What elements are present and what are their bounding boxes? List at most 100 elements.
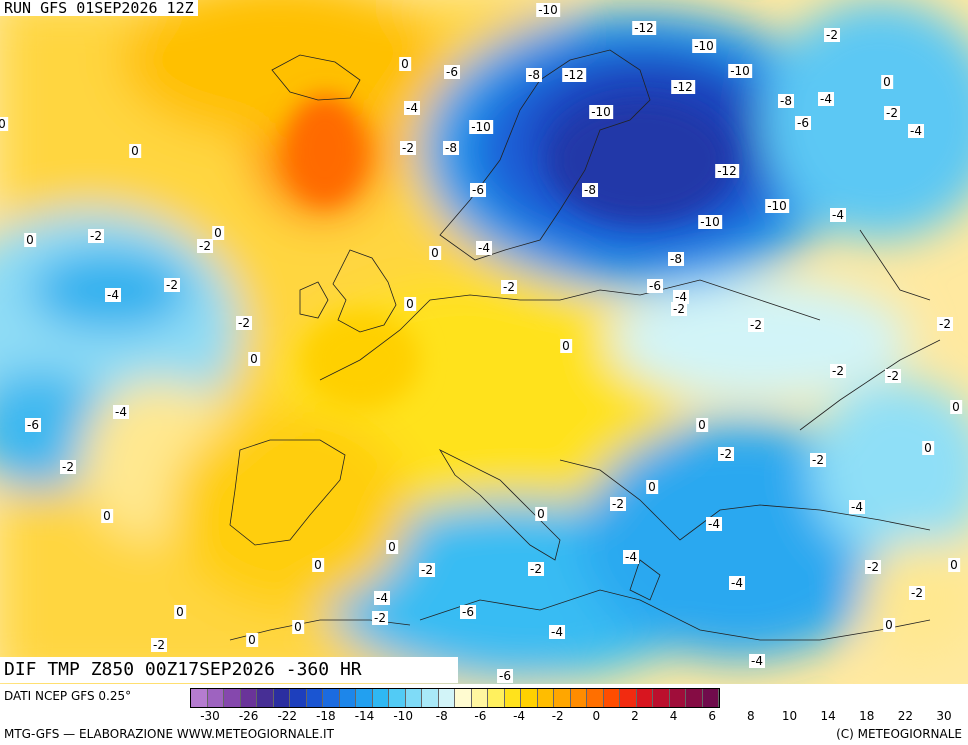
colorbar-tick-label: -30: [200, 709, 220, 723]
colorbar-swatch: [636, 689, 653, 707]
colorbar-swatch: [488, 689, 505, 707]
contour-label: -2: [372, 611, 388, 625]
colorbar-swatch: [504, 689, 521, 707]
contour-label: -8: [778, 94, 794, 108]
colorbar-tick-label: 0: [592, 709, 601, 723]
contour-label: -2: [937, 317, 953, 331]
colorbar-swatch: [389, 689, 406, 707]
colorbar-swatch: [653, 689, 670, 707]
contour-label: -10: [728, 64, 752, 78]
contour-label: 0: [560, 339, 572, 353]
colorbar-tick-label: -10: [393, 709, 413, 723]
colorbar-tick-label: 4: [669, 709, 678, 723]
colorbar-swatch: [405, 689, 422, 707]
contour-label: 0: [292, 620, 304, 634]
contour-label: -2: [671, 302, 687, 316]
data-source: DATI NCEP GFS 0.25°: [4, 689, 132, 703]
contour-label: -6: [647, 279, 663, 293]
contour-label: -6: [470, 183, 486, 197]
contour-label: -2: [60, 460, 76, 474]
contour-label: -2: [164, 278, 180, 292]
colorbar-swatch: [587, 689, 604, 707]
contour-label: -4: [549, 625, 565, 639]
colorbar-swatch: [521, 689, 538, 707]
contour-label: -4: [673, 290, 689, 304]
contour-label: -4: [623, 550, 639, 564]
contour-label: -4: [818, 92, 834, 106]
contour-label: 0: [948, 558, 960, 572]
run-title: RUN GFS 01SEP2026 12Z: [0, 0, 198, 16]
contour-label: 0: [535, 507, 547, 521]
colorbar-swatch: [537, 689, 554, 707]
contour-label: 0: [246, 633, 258, 647]
colorbar-tick-label: 6: [708, 709, 717, 723]
contour-label: 0: [174, 605, 186, 619]
contour-label: -2: [909, 586, 925, 600]
contour-label: -2: [236, 316, 252, 330]
contour-label: -10: [698, 215, 722, 229]
colorbar-swatch: [240, 689, 257, 707]
colorbar-swatch: [471, 689, 488, 707]
contour-label: -8: [582, 183, 598, 197]
colorbar-tick-label: -22: [277, 709, 298, 723]
colorbar-swatch: [273, 689, 290, 707]
contour-label: -6: [460, 605, 476, 619]
colorbar-swatch: [356, 689, 373, 707]
contour-label: 0: [312, 558, 324, 572]
contour-label: -6: [444, 65, 460, 79]
elaboration-credit: MTG-GFS — ELABORAZIONE WWW.METEOGIORNALE…: [4, 727, 334, 741]
contour-label: -4: [105, 288, 121, 302]
contour-label: -2: [528, 562, 544, 576]
contour-label: -4: [849, 500, 865, 514]
colorbar-swatch: [191, 689, 208, 707]
colorbar-tick-label: -18: [316, 709, 336, 723]
contour-label: -2: [197, 239, 213, 253]
colorbar-swatch: [224, 689, 241, 707]
colorbar-swatch: [570, 689, 587, 707]
contour-label: -2: [824, 28, 840, 42]
colorbar-tick-label: -6: [474, 709, 487, 723]
contour-label: -2: [501, 280, 517, 294]
contour-label: -2: [151, 638, 167, 652]
contour-label: -12: [671, 80, 695, 94]
colorbar-swatch: [702, 689, 719, 707]
colorbar-tick-label: 22: [897, 709, 913, 723]
contour-label: -2: [885, 369, 901, 383]
colorbar-swatch: [669, 689, 686, 707]
contour-label: -2: [810, 453, 826, 467]
temperature-anomaly-map: [0, 0, 968, 684]
contour-label: -4: [113, 405, 129, 419]
product-title: DIF TMP Z850 00Z17SEP2026 -360 HR: [0, 657, 458, 683]
contour-label: 0: [399, 57, 411, 71]
contour-label: 0: [696, 418, 708, 432]
colorbar-swatch: [306, 689, 323, 707]
colorbar-swatch: [323, 689, 340, 707]
colorbar-swatch: [257, 689, 274, 707]
contour-label: -4: [404, 101, 420, 115]
contour-label: -8: [443, 141, 459, 155]
contour-label: 0: [883, 618, 895, 632]
contour-label: 0: [101, 509, 113, 523]
contour-label: 0: [248, 352, 260, 366]
contour-label: -2: [884, 106, 900, 120]
contour-label: 0: [0, 117, 8, 131]
contour-label: -4: [749, 654, 765, 668]
colorbar-swatch: [372, 689, 389, 707]
contour-label: -6: [497, 669, 513, 683]
contour-label: -10: [536, 3, 560, 17]
contour-label: -4: [729, 576, 745, 590]
contour-label: -2: [88, 229, 104, 243]
contour-label: -4: [374, 591, 390, 605]
contour-label: -2: [419, 563, 435, 577]
colorbar-tick-label: 10: [781, 709, 798, 723]
contour-label: 0: [129, 144, 141, 158]
anomaly-field: [0, 0, 968, 684]
colorbar-tick-label: -14: [354, 709, 375, 723]
contour-label: 0: [386, 540, 398, 554]
contour-label: -4: [476, 241, 492, 255]
contour-label: 0: [429, 246, 441, 260]
colorbar-swatch: [438, 689, 455, 707]
colorbar-swatch: [339, 689, 356, 707]
colorbar-tick-label: 8: [747, 709, 755, 723]
colorbar-tick-label: 14: [820, 709, 836, 723]
